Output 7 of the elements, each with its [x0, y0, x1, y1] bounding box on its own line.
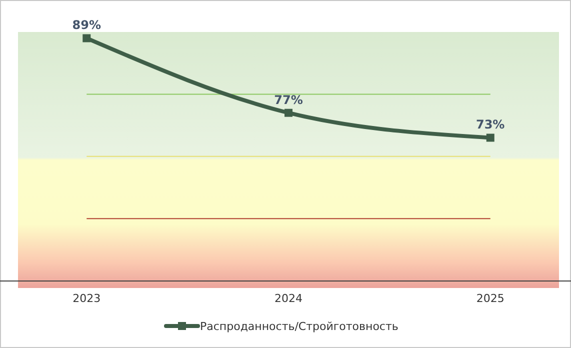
x-tick-label: 2024 [274, 292, 302, 305]
x-tick-label: 2025 [476, 292, 504, 305]
legend-label: Распроданность/Стройготовность [200, 320, 398, 333]
data-label: 73% [476, 118, 505, 132]
data-label: 77% [274, 92, 303, 107]
data-label: 89% [72, 18, 101, 32]
x-tick-label: 2023 [72, 292, 101, 305]
